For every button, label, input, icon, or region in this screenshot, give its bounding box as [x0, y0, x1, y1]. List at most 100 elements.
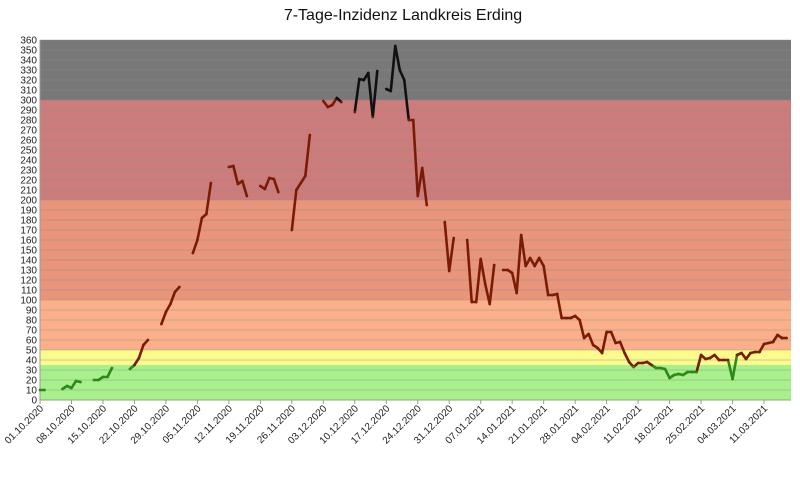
data-point — [492, 263, 496, 267]
line-segment — [474, 257, 483, 304]
data-point — [407, 118, 411, 122]
line-segment — [196, 216, 204, 242]
line-segment — [366, 71, 375, 119]
line-segment — [731, 353, 739, 381]
line-segment — [191, 238, 199, 255]
line-segment — [771, 333, 779, 344]
line-segment — [402, 78, 411, 122]
data-point — [425, 203, 429, 207]
data-point — [744, 357, 748, 361]
data-point — [753, 350, 757, 354]
data-point — [623, 351, 626, 355]
data-point — [173, 290, 177, 294]
line-segment — [106, 366, 114, 379]
line-segment — [232, 164, 240, 186]
data-point — [740, 351, 743, 355]
line-segment — [618, 340, 626, 355]
line-segment — [578, 318, 586, 340]
y-tick-label: 360 — [20, 36, 37, 47]
data-point — [609, 330, 613, 334]
y-tick-label: 110 — [21, 286, 37, 297]
data-point — [411, 118, 415, 122]
y-tick-label: 0 — [31, 396, 37, 407]
data-point — [699, 353, 703, 357]
data-point — [236, 182, 240, 186]
line-segment — [524, 256, 532, 268]
data-point — [546, 293, 550, 297]
grid-lines — [39, 39, 791, 401]
data-point — [704, 357, 707, 361]
data-point — [299, 181, 303, 185]
line-segment — [663, 367, 671, 380]
x-axis-ticks: 01.10.202008.10.202015.10.202022.10.2020… — [3, 400, 770, 447]
line-segment — [160, 310, 168, 326]
data-point — [38, 388, 42, 392]
line-segment — [587, 332, 595, 347]
data-point — [510, 271, 514, 275]
line-segment — [443, 220, 451, 273]
data-point — [277, 190, 280, 194]
y-tick-label: 320 — [20, 76, 37, 87]
y-tick-label: 130 — [20, 266, 37, 277]
line-segment — [137, 343, 145, 360]
data-point — [133, 363, 136, 367]
line-segment — [447, 236, 456, 273]
line-segment — [528, 256, 536, 268]
data-point — [420, 166, 424, 170]
data-point — [668, 376, 671, 380]
data-point — [290, 228, 294, 232]
data-point — [452, 236, 456, 240]
data-point — [672, 373, 676, 377]
line-segment — [70, 379, 78, 390]
data-point — [686, 370, 689, 374]
y-tick-label: 260 — [20, 136, 37, 147]
data-point — [596, 346, 599, 350]
data-point — [209, 181, 213, 185]
data-point — [362, 78, 366, 82]
y-tick-label: 90 — [26, 306, 38, 317]
line-segment — [537, 256, 545, 268]
y-tick-label: 70 — [26, 326, 38, 337]
y-tick-label: 60 — [26, 336, 38, 347]
data-point — [443, 220, 447, 224]
line-segment — [389, 44, 397, 93]
data-point — [322, 99, 325, 103]
line-segment — [515, 233, 523, 295]
data-point — [389, 89, 393, 93]
line-segment — [290, 188, 298, 232]
line-segment — [695, 353, 703, 374]
data-point — [632, 365, 635, 369]
data-point — [654, 366, 658, 370]
data-point — [537, 256, 541, 260]
line-segment — [295, 181, 303, 192]
data-point — [627, 360, 631, 364]
data-point — [160, 322, 163, 326]
line-segment — [726, 358, 734, 381]
data-point — [717, 358, 721, 362]
data-point — [533, 264, 536, 268]
data-point — [304, 174, 307, 178]
y-tick-label: 250 — [20, 146, 37, 157]
data-point — [92, 378, 96, 382]
data-point — [308, 133, 312, 137]
data-point — [735, 353, 739, 357]
data-point — [470, 300, 474, 304]
y-tick-label: 190 — [20, 206, 37, 217]
line-segment — [533, 256, 541, 268]
data-point — [196, 238, 199, 242]
line-segment — [411, 118, 420, 198]
y-tick-label: 280 — [20, 116, 37, 127]
data-point — [605, 330, 608, 334]
y-tick-label: 120 — [20, 276, 37, 287]
data-point — [771, 340, 775, 344]
line-segment — [133, 356, 141, 367]
data-point — [551, 293, 554, 297]
data-point — [645, 360, 649, 364]
line-segment — [353, 77, 361, 114]
band-35-50 — [40, 350, 791, 365]
data-point — [573, 314, 577, 318]
data-point — [785, 336, 788, 340]
data-point — [488, 302, 492, 306]
data-point — [681, 373, 685, 377]
